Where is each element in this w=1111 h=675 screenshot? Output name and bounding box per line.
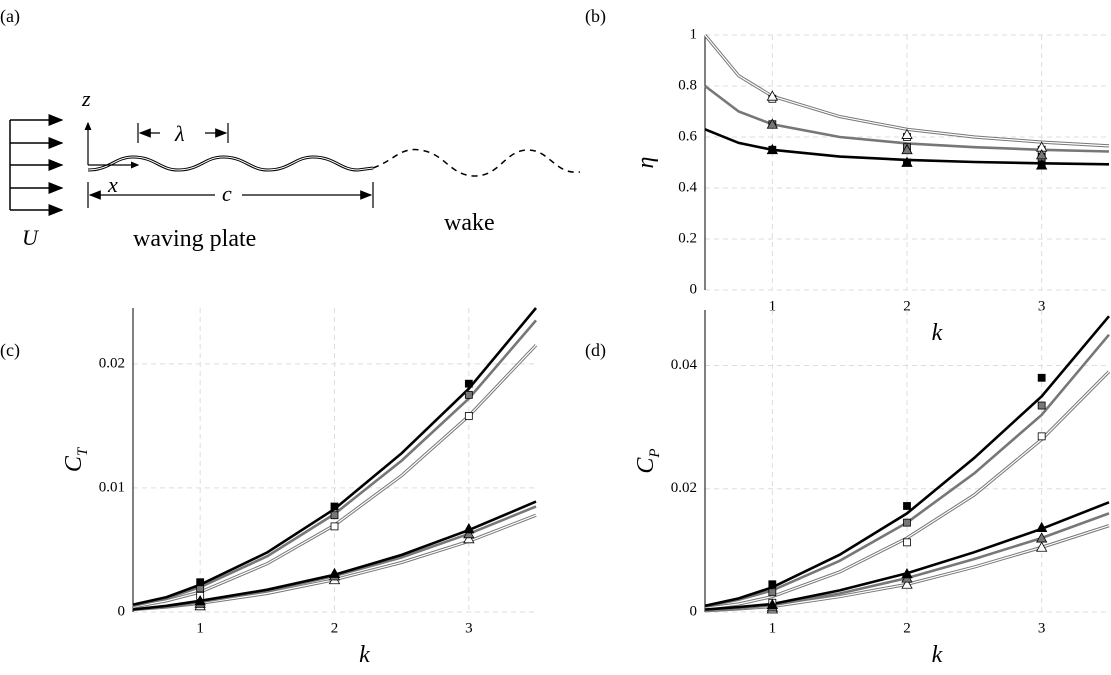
marker-triangle <box>901 156 913 167</box>
z-label: z <box>81 86 91 111</box>
x-tick-label: 1 <box>196 620 204 636</box>
marker-triangle <box>463 523 475 534</box>
marker-triangle <box>901 578 913 589</box>
marker-square <box>768 588 777 597</box>
x-axis-label: k <box>932 642 943 668</box>
chart-panel: (c) 1 2 3 0 0.01 0.02 k CT <box>0 307 538 668</box>
x-tick-label: 2 <box>903 620 911 636</box>
marker-triangle <box>901 567 913 579</box>
fit-curve <box>132 500 537 611</box>
chord-label: c <box>222 181 232 206</box>
plate <box>87 155 374 172</box>
y-tick-label: 0.2 <box>678 230 697 246</box>
y-tick-label: 0.02 <box>99 355 125 371</box>
fit-curve <box>704 84 1110 153</box>
marker-square <box>903 538 911 547</box>
fit-curve <box>132 344 537 608</box>
y-axis-label-main: η <box>633 157 659 169</box>
chart-panel: (b) 1 2 3 0 0.2 0.4 0.6 0.8 1 k η <box>585 6 1110 346</box>
fit-curve <box>704 371 1110 609</box>
y-axis-label-main: C <box>633 457 659 474</box>
marker-triangle <box>1035 159 1048 170</box>
marker-triangle <box>901 143 913 155</box>
x-tick-label: 2 <box>331 620 339 636</box>
y-tick-label: 0.4 <box>678 179 697 195</box>
fit-curve <box>704 34 1110 147</box>
fit-curve <box>704 315 1110 608</box>
wavelength-label: λ <box>174 121 185 146</box>
marker-square <box>903 518 911 527</box>
y-tick-label: 0.04 <box>671 357 698 373</box>
fit-curve <box>132 319 537 608</box>
y-tick-label: 0 <box>690 281 698 297</box>
marker-square <box>903 502 911 510</box>
marker-square <box>330 502 339 511</box>
diagram: (a) z x λ c U waving plate wake <box>0 6 581 252</box>
plate-label: waving plate <box>133 226 256 252</box>
marker-triangle <box>463 532 475 544</box>
marker-square <box>1037 401 1046 410</box>
chart-panel: (d) 1 2 3 0 0.02 0.04 k CP <box>585 310 1111 668</box>
marker-square <box>330 511 339 520</box>
axes-arrows <box>84 121 374 208</box>
marker-triangle <box>766 90 779 101</box>
panel-label: (c) <box>0 340 20 361</box>
marker-triangle <box>901 128 913 139</box>
y-tick-label: 1 <box>690 26 698 42</box>
marker-triangle <box>1035 149 1048 160</box>
y-tick-label: 0.8 <box>678 77 697 93</box>
y-tick-label: 0.02 <box>671 480 697 496</box>
fit-curve <box>132 307 537 606</box>
marker-square <box>1037 432 1046 441</box>
marker-square <box>768 580 777 589</box>
flow-label: U <box>22 225 40 250</box>
marker-square <box>196 578 205 587</box>
y-axis-label-sub: P <box>647 448 663 458</box>
panel-label: (d) <box>585 340 606 361</box>
y-tick-label: 0 <box>118 603 126 619</box>
fit-curve <box>704 333 1110 608</box>
marker-triangle <box>328 567 341 578</box>
x-tick-label: 1 <box>769 298 777 314</box>
x-label: x <box>107 172 118 197</box>
panel-label: (a) <box>0 6 20 27</box>
marker-square <box>464 390 473 399</box>
y-axis-label: η <box>633 157 659 169</box>
flow-arrows <box>9 114 64 216</box>
marker-triangle <box>766 143 779 155</box>
wake <box>372 148 581 177</box>
marker-triangle <box>1035 532 1048 543</box>
panel-label: (b) <box>585 6 606 27</box>
x-tick-label: 2 <box>903 298 911 314</box>
y-tick-label: 0.01 <box>99 479 125 495</box>
marker-square <box>330 522 339 531</box>
y-axis-label-sub: T <box>75 446 91 456</box>
fit-curve <box>704 501 1110 611</box>
marker-triangle <box>766 118 779 129</box>
marker-square <box>1037 373 1046 382</box>
marker-square <box>464 379 473 388</box>
plate-inner <box>87 156 374 171</box>
marker-triangle <box>1035 541 1048 552</box>
marker-triangle <box>194 595 206 606</box>
x-tick-label: 3 <box>1038 620 1046 636</box>
marker-triangle <box>1035 521 1048 532</box>
wake-label: wake <box>444 210 495 236</box>
y-axis-label-main: C <box>61 455 87 472</box>
y-axis-label: CP <box>633 448 663 473</box>
y-tick-label: 0.6 <box>678 128 697 144</box>
marker-square <box>464 412 473 420</box>
x-axis-label: k <box>359 642 370 668</box>
y-tick-label: 0 <box>690 603 698 619</box>
x-tick-label: 1 <box>769 620 777 636</box>
y-axis-label: CT <box>61 446 91 472</box>
x-tick-label: 3 <box>1038 298 1046 314</box>
x-tick-label: 3 <box>465 620 473 636</box>
marker-triangle <box>766 598 779 610</box>
marker-triangle <box>463 528 475 539</box>
fit-curve <box>704 128 1110 166</box>
x-axis-label: k <box>932 320 943 346</box>
